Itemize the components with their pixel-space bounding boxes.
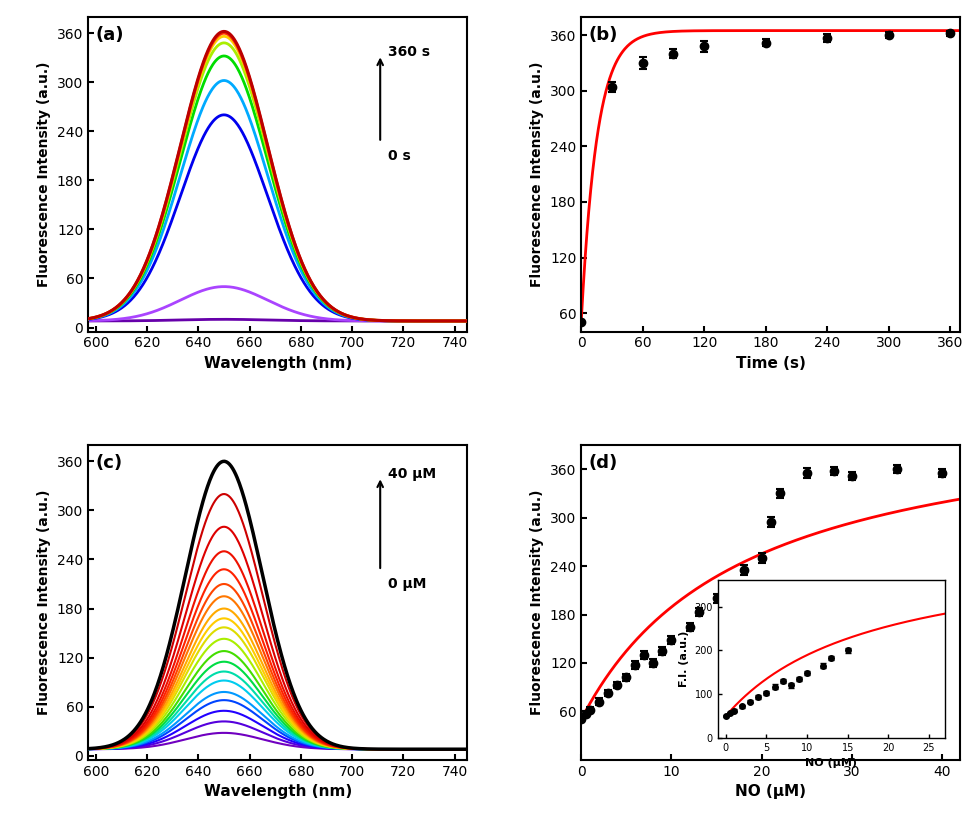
X-axis label: Wavelength (nm): Wavelength (nm) <box>204 356 352 371</box>
Text: (c): (c) <box>96 454 122 473</box>
Text: (d): (d) <box>589 454 618 473</box>
Text: 360 s: 360 s <box>388 45 430 59</box>
Y-axis label: Fluorescence Intensity (a.u.): Fluorescence Intensity (a.u.) <box>530 62 544 287</box>
Text: (b): (b) <box>589 26 618 44</box>
Text: 0 μM: 0 μM <box>388 577 426 591</box>
X-axis label: NO (μM): NO (μM) <box>735 784 807 799</box>
X-axis label: Time (s): Time (s) <box>736 356 806 371</box>
Y-axis label: Fluorescence Intensity (a.u.): Fluorescence Intensity (a.u.) <box>37 489 51 715</box>
Text: 40 μM: 40 μM <box>388 467 436 481</box>
Y-axis label: Fluorescence Intensity (a.u.): Fluorescence Intensity (a.u.) <box>37 62 51 287</box>
X-axis label: Wavelength (nm): Wavelength (nm) <box>204 784 352 799</box>
Text: (a): (a) <box>96 26 124 44</box>
Y-axis label: Fluorescence Intensity (a.u.): Fluorescence Intensity (a.u.) <box>530 489 544 715</box>
Text: 0 s: 0 s <box>388 149 411 163</box>
